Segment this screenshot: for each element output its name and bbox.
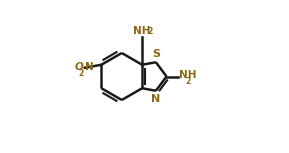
Text: 2: 2 bbox=[79, 69, 84, 78]
Text: S: S bbox=[152, 49, 160, 59]
Text: NH: NH bbox=[133, 26, 150, 36]
Text: 2: 2 bbox=[148, 27, 153, 36]
Text: N: N bbox=[151, 94, 160, 104]
Text: 2: 2 bbox=[186, 77, 191, 86]
Text: O: O bbox=[74, 62, 83, 72]
Text: N: N bbox=[85, 62, 94, 72]
Text: NH: NH bbox=[179, 70, 196, 80]
